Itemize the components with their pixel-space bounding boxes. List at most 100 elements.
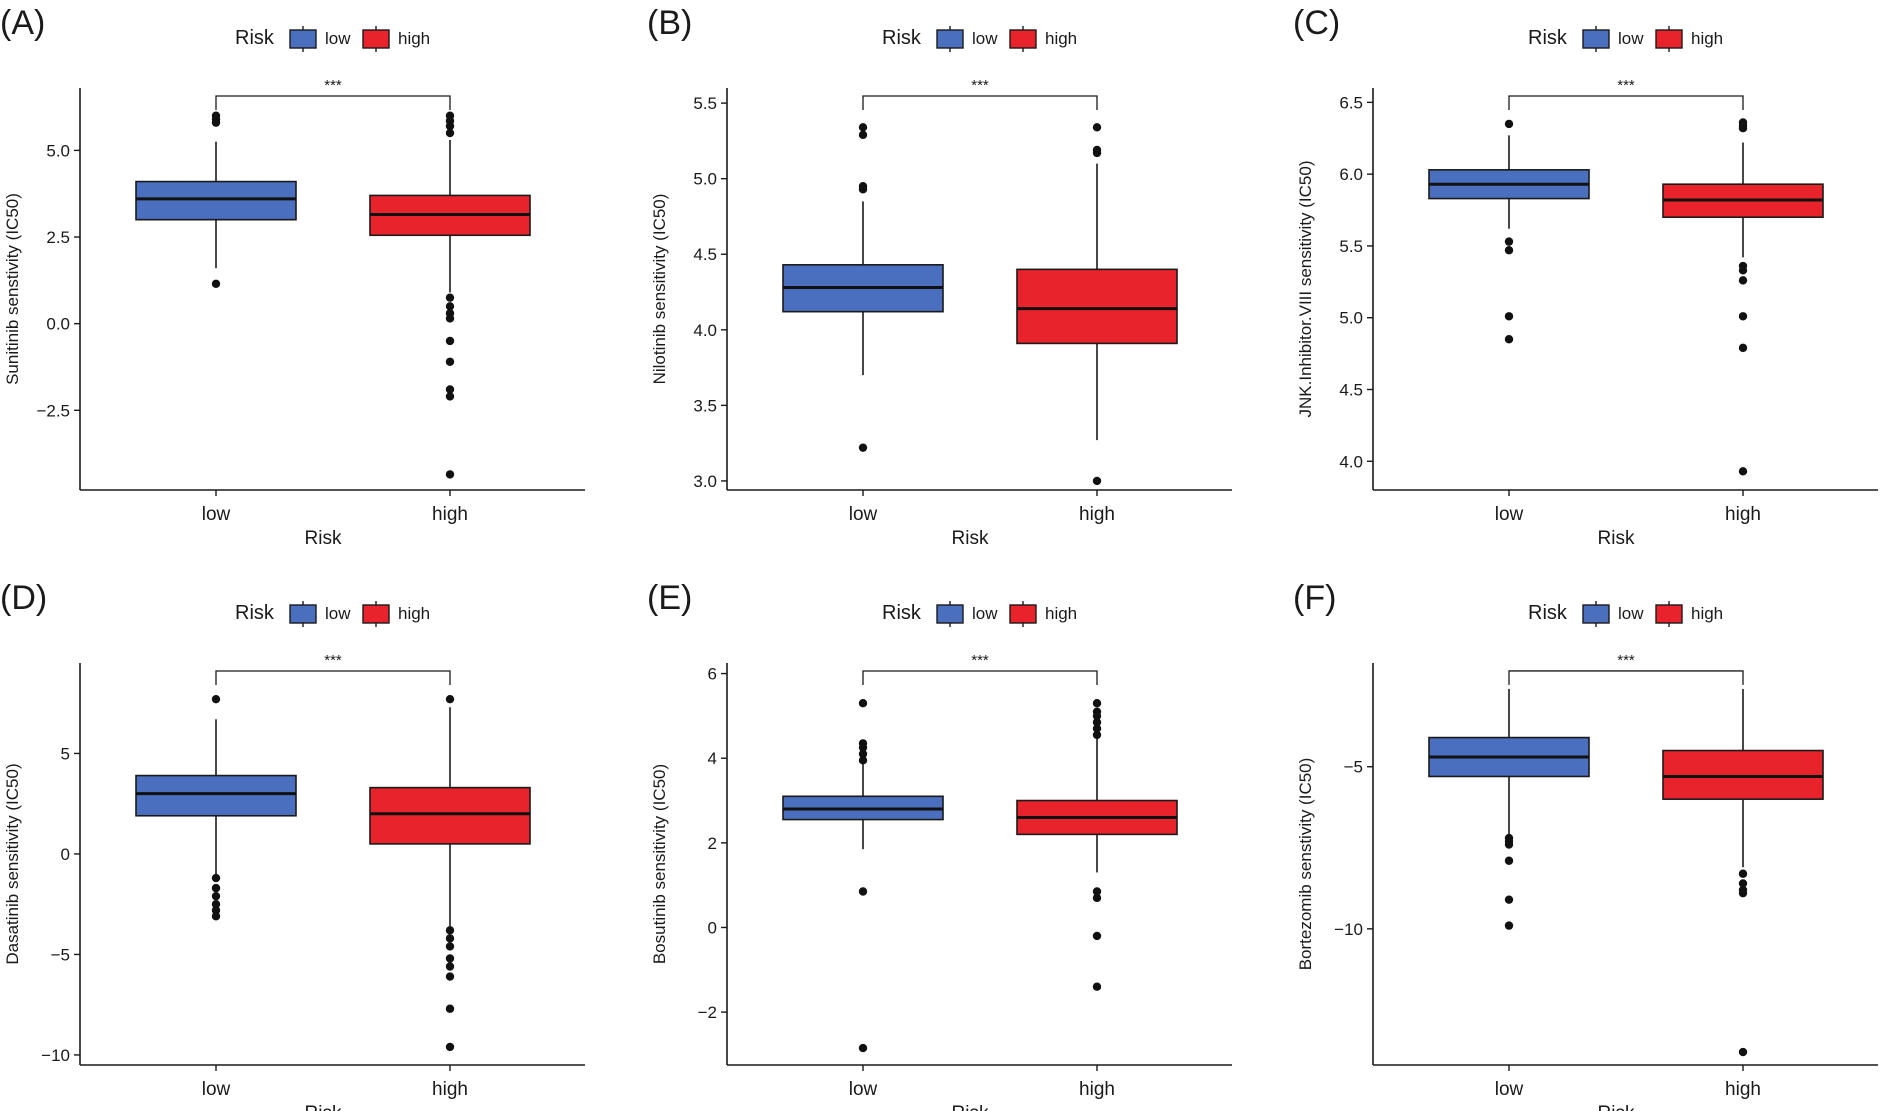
outlier-point: [445, 1004, 455, 1013]
x-tick-label-low: low: [849, 1079, 878, 1100]
legend-key-low: [936, 604, 964, 624]
y-tick-label: 3.5: [693, 396, 717, 415]
outlier-point: [211, 111, 221, 120]
box-high: [369, 694, 531, 1052]
y-tick-label: 4: [708, 749, 717, 768]
significance-label: ***: [971, 652, 989, 669]
legend-key-low: [1582, 604, 1610, 624]
legend-key-low: [289, 29, 317, 49]
outlier-point: [1738, 312, 1748, 321]
x-axis-title: Risk: [952, 1103, 989, 1111]
outlier-point: [1738, 1047, 1748, 1057]
legend-title: Risk: [1528, 27, 1568, 49]
outlier-point: [445, 336, 455, 346]
outlier-point: [1092, 893, 1102, 903]
y-tick-label: −2: [698, 1003, 717, 1022]
outlier-point: [445, 314, 455, 323]
legend-label-high: high: [398, 604, 430, 623]
x-tick-label-low: low: [1495, 1079, 1524, 1100]
outlier-point: [858, 123, 868, 132]
outlier-point: [858, 130, 868, 140]
box-high: [369, 111, 531, 479]
outlier-point: [1504, 237, 1514, 246]
outlier-point: [1504, 895, 1514, 904]
legend-key-low: [936, 29, 964, 49]
outlier-point: [445, 972, 455, 981]
legend-key-high: [1009, 29, 1037, 49]
panel-label: (A): [0, 4, 45, 42]
significance-label: ***: [324, 652, 342, 669]
x-tick-label-high: high: [1725, 504, 1761, 525]
box-high: [1016, 123, 1178, 486]
panel-c: (C) Risk low high 4.0 4.5 5.0 5.5 6.0 6.5 JNK.Inhi…: [1293, 4, 1878, 549]
outlier-point: [1504, 840, 1514, 849]
outlier-point: [211, 900, 221, 909]
box-low: [782, 699, 944, 1053]
legend-label-low: low: [1618, 29, 1644, 48]
legend-key-high: [362, 29, 390, 49]
significance-bracket: [862, 95, 1098, 110]
x-axis-title: Risk: [952, 528, 989, 549]
legend-label-low: low: [972, 604, 998, 623]
box-iqr: [135, 180, 297, 221]
y-tick-label: −5: [1344, 758, 1363, 777]
legend-label-high: high: [1691, 29, 1723, 48]
y-tick-label: 0: [61, 845, 70, 864]
y-tick-label: 4.0: [1339, 452, 1363, 471]
y-tick-label: −10: [41, 1046, 70, 1065]
y-tick-label: 2: [708, 834, 717, 853]
significance-bracket: [862, 670, 1098, 685]
panel-a: (A) Risk low high −2.5 0.0 2.5 5.0 Sunitinib sen…: [0, 4, 585, 549]
x-axis-title: Risk: [1598, 528, 1635, 549]
y-axis-title: Bosutinib sensitivity (IC50): [650, 764, 669, 964]
box-iqr: [135, 774, 297, 817]
y-tick-label: 5.0: [1339, 309, 1363, 328]
outlier-point: [211, 873, 221, 883]
outlier-point: [445, 385, 455, 394]
outlier-point: [1092, 887, 1102, 896]
y-tick-label: 4.5: [1339, 381, 1363, 400]
outlier-point: [445, 954, 455, 963]
outlier-point: [445, 942, 455, 951]
outlier-point: [445, 470, 455, 479]
legend-title: Risk: [882, 602, 922, 624]
box-low: [1428, 119, 1590, 344]
outlier-point: [1092, 931, 1102, 941]
significance-bracket: [215, 670, 451, 685]
outlier-point: [445, 694, 455, 704]
panel-d: (D) Risk low high −10 −5 0 5 Dasatinib sensitivi…: [0, 579, 585, 1111]
outlier-point: [1092, 718, 1102, 727]
outlier-point: [1092, 145, 1102, 155]
box-low: [135, 111, 297, 289]
outlier-point: [1092, 476, 1102, 486]
outlier-point: [1738, 261, 1748, 271]
x-tick-label-low: low: [849, 504, 878, 525]
outlier-point: [445, 926, 455, 935]
outlier-point: [445, 962, 455, 971]
legend-label-high: high: [398, 29, 430, 48]
legend-label-high: high: [1045, 604, 1077, 623]
y-tick-label: 4.0: [693, 321, 717, 340]
panel-f: (F) Risk low high −10 −5 Bortezomib senstivity…: [1293, 579, 1878, 1111]
y-tick-label: 5.0: [46, 141, 70, 160]
outlier-point: [211, 891, 221, 901]
y-tick-label: 4.5: [693, 245, 717, 264]
outlier-point: [1738, 276, 1748, 285]
outlier-point: [858, 699, 868, 708]
outlier-point: [1504, 119, 1514, 129]
legend-title: Risk: [235, 27, 275, 49]
outlier-point: [1092, 699, 1102, 708]
outlier-point: [211, 883, 221, 893]
x-tick-label-low: low: [1495, 504, 1524, 525]
outlier-point: [1092, 982, 1102, 991]
outlier-point: [445, 1042, 455, 1052]
y-tick-label: 5.0: [693, 170, 717, 189]
outlier-point: [1504, 335, 1514, 344]
y-axis-title: Sunitinib senstivity (IC50): [3, 193, 22, 385]
outlier-point: [858, 443, 868, 452]
outlier-point: [858, 739, 868, 748]
y-tick-label: 6.0: [1339, 165, 1363, 184]
panel-label: (C): [1293, 4, 1340, 42]
box-high: [1662, 688, 1824, 1057]
legend-title: Risk: [882, 27, 922, 49]
